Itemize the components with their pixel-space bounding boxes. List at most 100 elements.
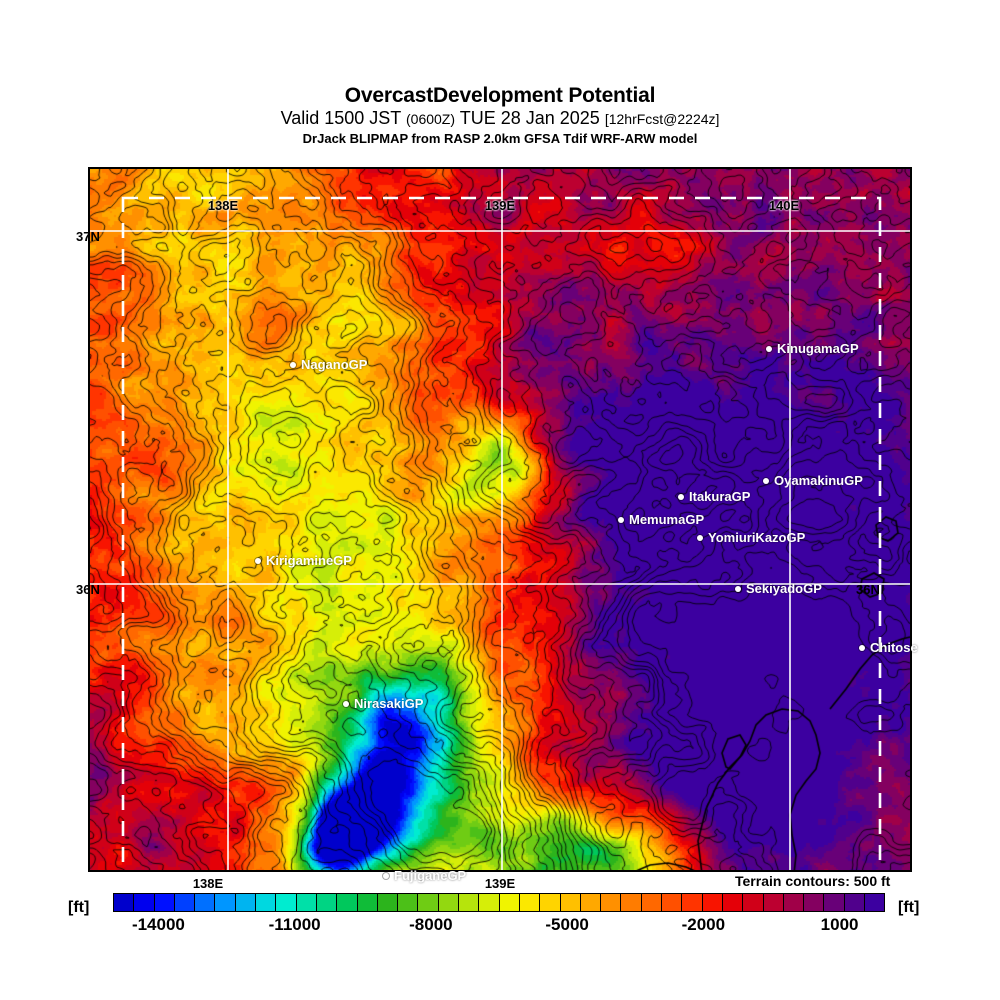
station-label: NirasakiGP bbox=[354, 696, 424, 711]
colorbar-tick-label: -2000 bbox=[681, 915, 726, 934]
colorbar-segment bbox=[296, 894, 317, 911]
colorbar-segment bbox=[783, 894, 805, 911]
colorbar-segment bbox=[316, 894, 338, 911]
station-label: SekiyadoGP bbox=[746, 581, 822, 596]
colorbar-segment bbox=[174, 894, 196, 911]
station-dot-icon bbox=[255, 557, 261, 564]
station-dot-icon bbox=[859, 644, 865, 651]
colorbar-segment bbox=[682, 894, 703, 911]
colorbar-segment bbox=[438, 894, 460, 911]
colorbar-segment bbox=[662, 894, 683, 911]
colorbar-unit-right: [ft] bbox=[898, 899, 920, 916]
station-dot-icon bbox=[763, 477, 769, 484]
colorbar-unit-left: [ft] bbox=[68, 899, 90, 916]
colorbar-tick-label: -5000 bbox=[545, 915, 589, 934]
colorbar-segment bbox=[215, 894, 236, 911]
title-block: OvercastDevelopment Potential Valid 1500… bbox=[0, 84, 1000, 147]
colorbar-segment bbox=[154, 894, 175, 911]
colorbar-segment bbox=[519, 894, 541, 911]
valid-time-utc: (0600Z) bbox=[406, 111, 456, 127]
station-label: OyamakinuGP bbox=[774, 473, 863, 488]
terrain-contour-note: Terrain contours: 500 ft bbox=[735, 873, 891, 889]
colorbar-segment bbox=[743, 894, 764, 911]
longitude-label-bottom: 139E bbox=[484, 876, 516, 891]
station-label: YomiuriKazoGP bbox=[708, 530, 806, 545]
longitude-label-top: 139E bbox=[484, 198, 516, 213]
station-marker[interactable]: YomiuriKazoGP bbox=[697, 530, 805, 545]
station-label: KirigamineGP bbox=[266, 553, 352, 568]
colorbar-segment bbox=[824, 894, 845, 911]
forecast-map[interactable] bbox=[88, 167, 912, 872]
station-label: FujiganeGP bbox=[394, 868, 467, 883]
station-label: Chitose bbox=[870, 640, 918, 655]
colorbar-segment bbox=[722, 894, 744, 911]
colorbar-segment bbox=[276, 894, 297, 911]
station-label: ItakuraGP bbox=[689, 489, 751, 504]
colorbar-segment bbox=[763, 894, 784, 911]
colorbar-segment bbox=[702, 894, 723, 911]
colorbar-segment bbox=[499, 894, 520, 911]
model-source-line: DrJack BLIPMAP from RASP 2.0km GFSA Tdif… bbox=[302, 131, 698, 146]
latitude-label: 36N bbox=[76, 582, 100, 597]
valid-date: TUE 28 Jan 2025 bbox=[459, 108, 600, 128]
longitude-label-top: 138E bbox=[207, 198, 239, 213]
valid-time-line: Valid 1500 JST (0600Z) TUE 28 Jan 2025 [… bbox=[0, 108, 1000, 130]
colorbar-segment bbox=[804, 894, 825, 911]
station-marker[interactable]: NirasakiGP bbox=[343, 696, 423, 711]
valid-time: Valid 1500 JST bbox=[280, 108, 401, 128]
colorbar-segment bbox=[641, 894, 663, 911]
station-marker[interactable]: SekiyadoGP bbox=[735, 581, 822, 596]
colorbar-segment bbox=[337, 894, 358, 911]
latitude-label: 37N bbox=[76, 229, 100, 244]
colorbar-segment bbox=[540, 894, 561, 911]
longitude-label-top: 140E bbox=[768, 198, 800, 213]
colorbar-segment bbox=[601, 894, 622, 911]
colorbar-segment bbox=[621, 894, 642, 911]
station-dot-icon bbox=[678, 493, 684, 500]
colorbar-tick-label: -8000 bbox=[409, 915, 453, 934]
station-dot-icon bbox=[766, 345, 772, 352]
station-marker[interactable]: ItakuraGP bbox=[678, 489, 750, 504]
station-dot-icon bbox=[383, 872, 389, 879]
colorbar-segment bbox=[560, 894, 581, 911]
longitude-label-bottom: 138E bbox=[192, 876, 224, 891]
forecast-tag: [12hrFcst@2224z] bbox=[604, 111, 720, 127]
station-label: NaganoGP bbox=[301, 357, 368, 372]
colorbar-segment bbox=[459, 894, 480, 911]
station-dot-icon bbox=[735, 585, 741, 592]
colorbar-segment bbox=[377, 894, 399, 911]
colorbar-segment bbox=[864, 894, 885, 911]
colorbar-tick-label: -14000 bbox=[131, 915, 185, 934]
station-dot-icon bbox=[618, 516, 624, 523]
overcast-potential-field bbox=[90, 169, 910, 870]
colorbar-segment bbox=[844, 894, 865, 911]
station-dot-icon bbox=[343, 700, 349, 707]
station-dot-icon bbox=[290, 361, 296, 368]
colorbar-segment bbox=[479, 894, 500, 911]
station-marker[interactable]: MemumaGP bbox=[618, 512, 704, 527]
station-marker[interactable]: NaganoGP bbox=[290, 357, 367, 372]
map-overlay-graticule bbox=[90, 169, 910, 870]
station-marker[interactable]: Chitose bbox=[859, 640, 918, 655]
colorbar-segment bbox=[195, 894, 216, 911]
station-marker[interactable]: KinugamaGP bbox=[766, 341, 859, 356]
colorbar-segment bbox=[357, 894, 378, 911]
colorbar-segment bbox=[235, 894, 257, 911]
colorbar bbox=[113, 893, 885, 912]
station-marker[interactable]: KirigamineGP bbox=[255, 553, 352, 568]
station-marker[interactable]: OyamakinuGP bbox=[763, 473, 863, 488]
colorbar-segment bbox=[398, 894, 419, 911]
colorbar-segment bbox=[580, 894, 602, 911]
colorbar-segment bbox=[256, 894, 277, 911]
colorbar-tick-label: 1000 bbox=[820, 915, 859, 934]
latitude-label: 36N bbox=[856, 582, 880, 597]
station-dot-icon bbox=[697, 534, 703, 541]
colorbar-segment bbox=[418, 894, 439, 911]
station-label: MemumaGP bbox=[629, 512, 705, 527]
colorbar-tick-label: -11000 bbox=[268, 915, 321, 934]
station-label: KinugamaGP bbox=[777, 341, 859, 356]
colorbar-segment bbox=[114, 894, 135, 911]
colorbar-segment bbox=[134, 894, 155, 911]
colorbar-region: [ft] [ft] -14000 -11000 -8000 -5000 -2000 100… bbox=[0, 893, 1000, 953]
station-marker[interactable]: FujiganeGP bbox=[383, 868, 466, 883]
